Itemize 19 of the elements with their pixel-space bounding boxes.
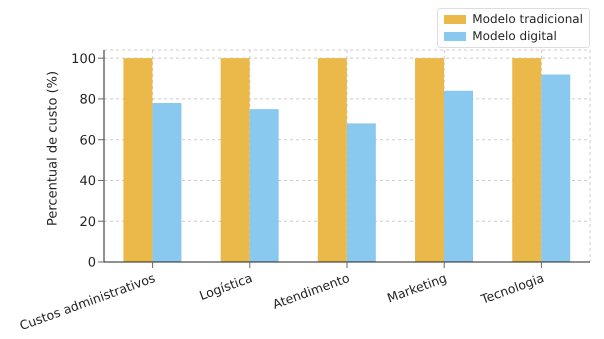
bar (250, 109, 279, 262)
legend-label: Modelo digital (472, 28, 557, 45)
bar (123, 58, 152, 262)
y-tick-label: 100 (71, 52, 96, 67)
y-tick-label: 60 (79, 133, 96, 148)
bar (444, 90, 474, 262)
legend-label: Modelo tradicional (472, 11, 583, 28)
y-tick-label: 80 (79, 92, 96, 108)
bar (318, 58, 347, 262)
bar (415, 58, 444, 262)
y-axis-title: Percentual de custo (%) (46, 70, 61, 226)
bar (346, 123, 376, 262)
bar (152, 103, 182, 262)
y-tick-label: 20 (79, 214, 96, 230)
bar (541, 74, 570, 262)
y-tick-label: 40 (79, 174, 96, 190)
bar (220, 58, 250, 262)
y-tick-label: 0 (88, 256, 96, 271)
bar (512, 58, 542, 262)
